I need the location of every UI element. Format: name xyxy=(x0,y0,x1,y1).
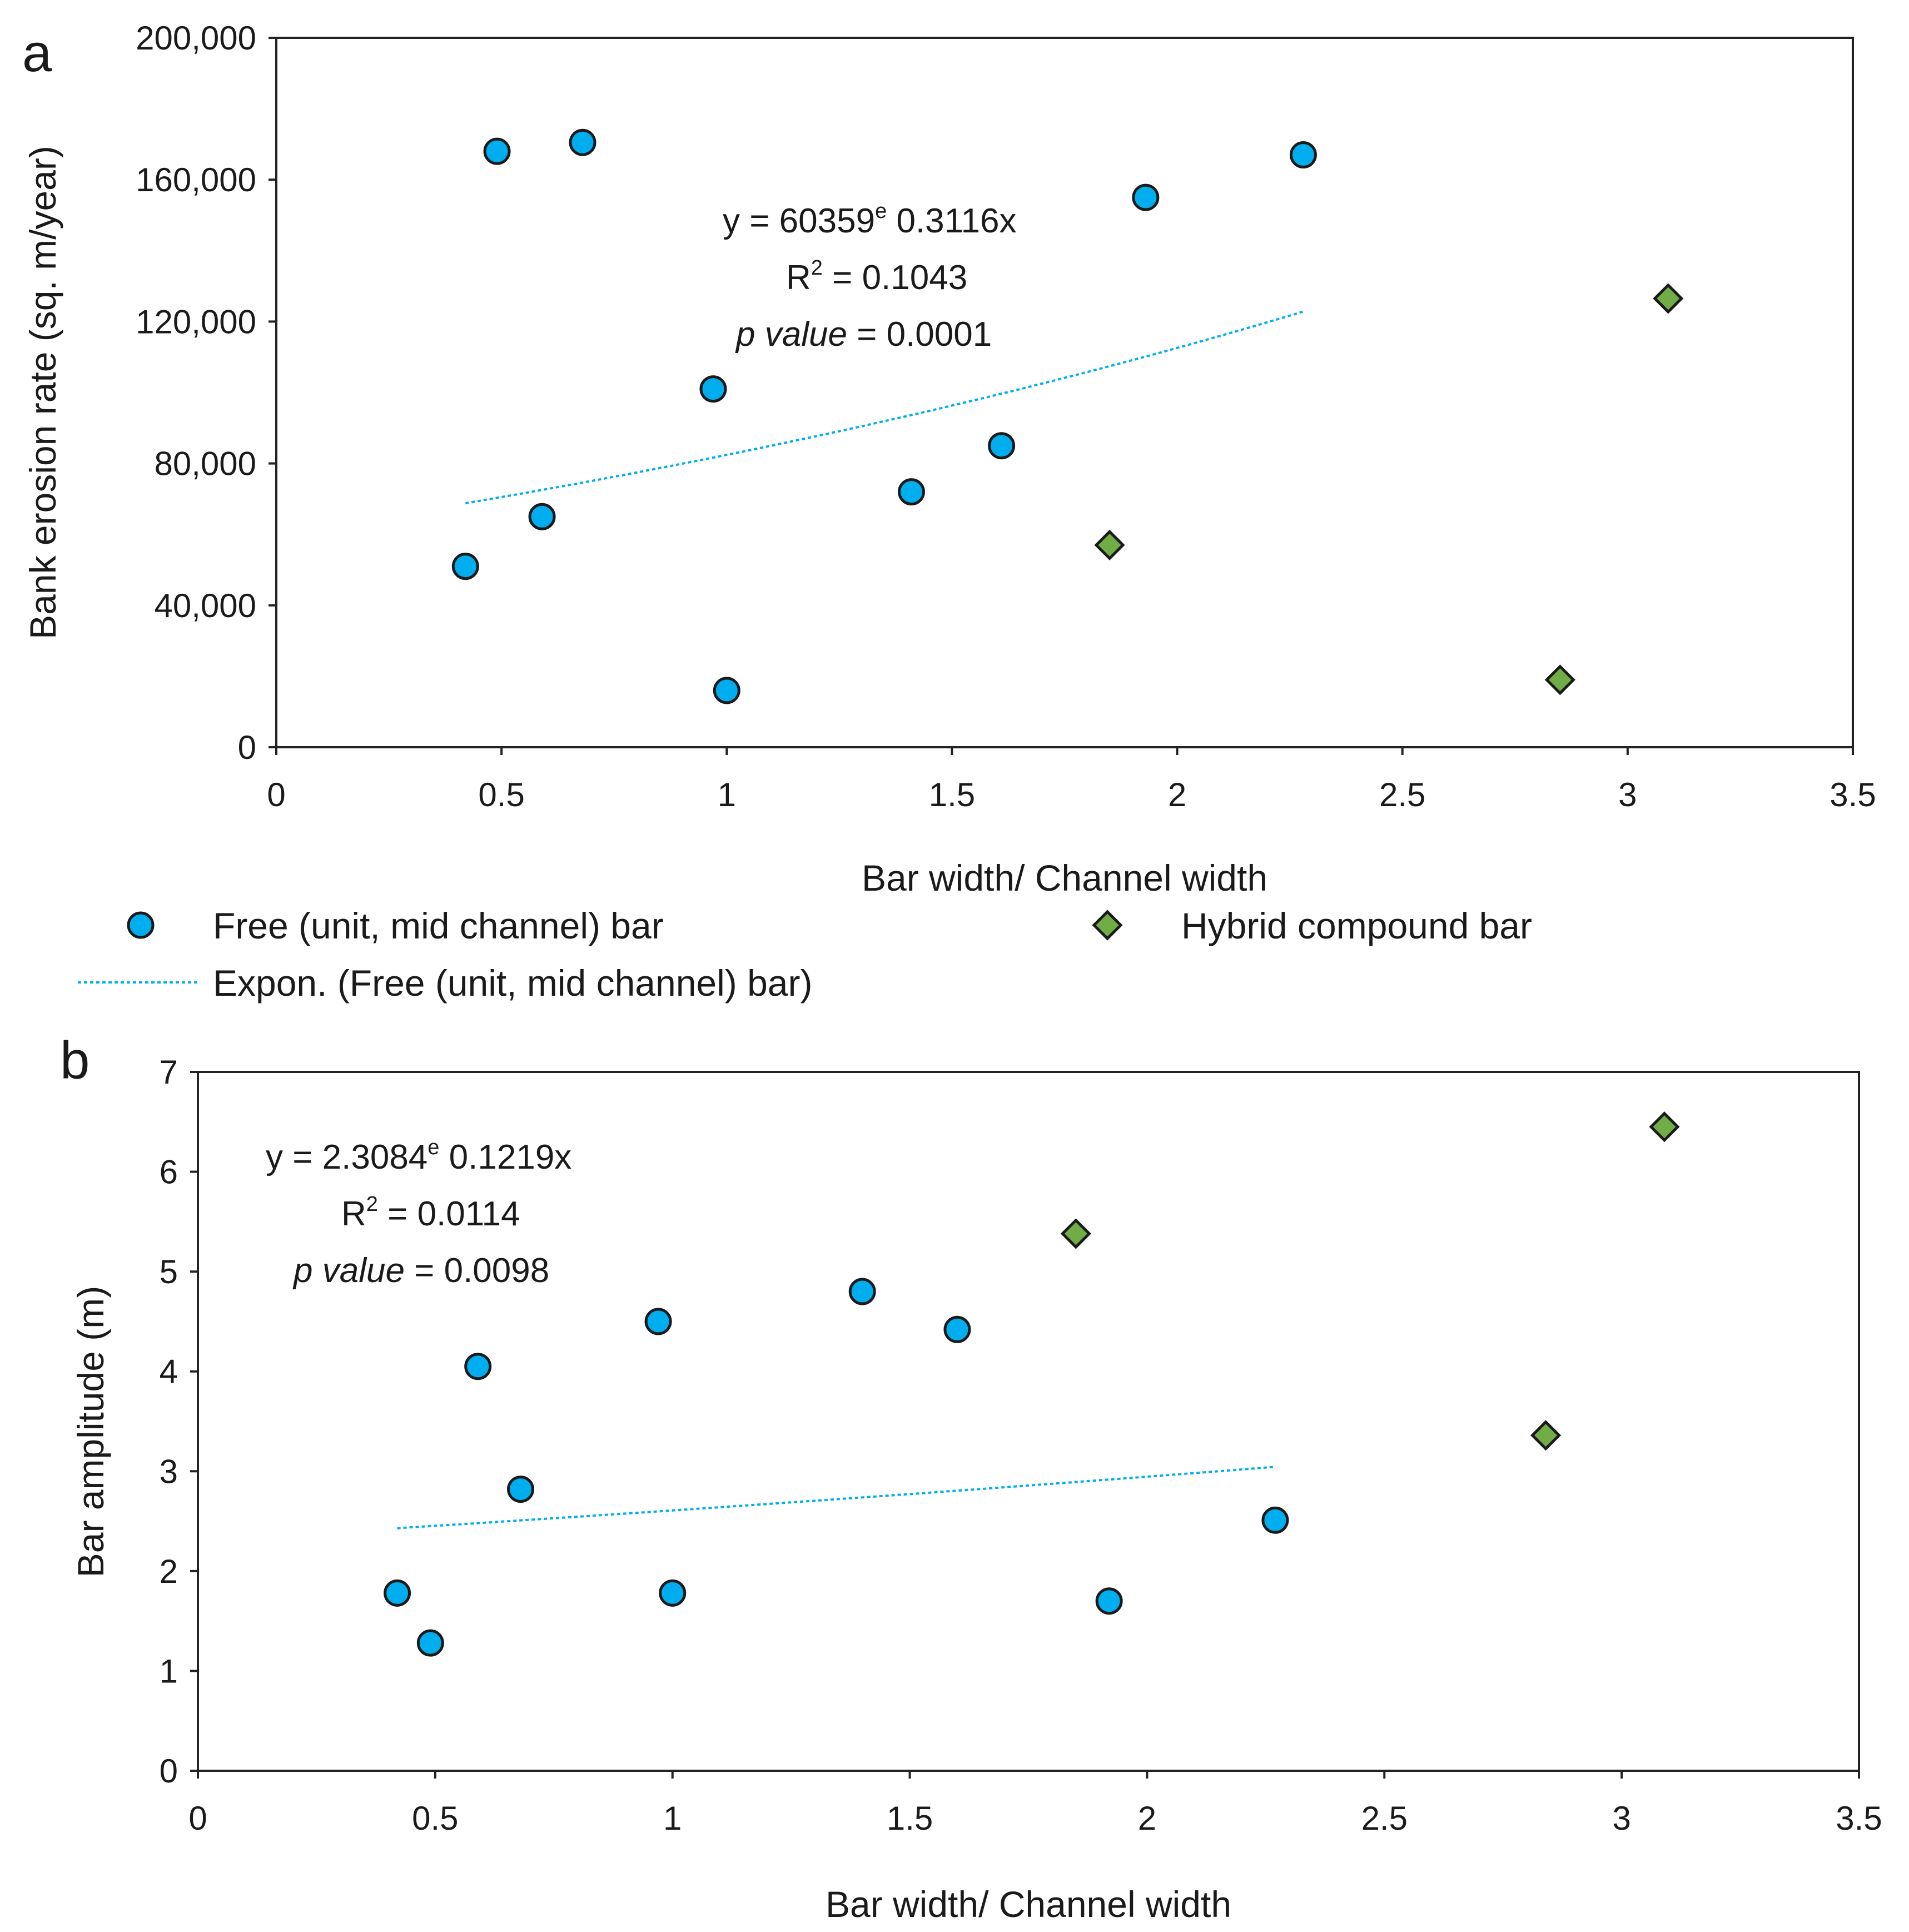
free-bar-point xyxy=(699,375,727,403)
legend-marker-hybrid-bar xyxy=(1092,910,1123,941)
x-tick-label: 0.5 xyxy=(478,776,524,813)
x-tick-label: 3.5 xyxy=(1836,1800,1882,1837)
free-bar-point xyxy=(483,137,511,165)
free-bar-point xyxy=(1095,1587,1123,1615)
free-bar-point xyxy=(528,503,556,530)
p-value-a: p value = 0.0001 xyxy=(735,315,992,354)
plot-area-b xyxy=(197,1071,1860,1772)
hybrid-bar-point xyxy=(1653,283,1684,314)
free-bar-point xyxy=(659,1579,687,1607)
r-squared-a: R2 = 0.1043 xyxy=(786,256,967,297)
trendline-path xyxy=(465,310,1304,505)
r-squared-b: R2 = 0.0114 xyxy=(341,1193,520,1233)
data-points-a xyxy=(451,128,1684,704)
hybrid-bar-point xyxy=(1060,1218,1091,1249)
axis-ticks-a: 0 0.5 1 1.5 2 2.5 3 3.5 0 40,000 80,000 120,000 160,… xyxy=(136,19,1876,813)
legend: Free (unit, mid channel) bar Hybrid comp… xyxy=(78,905,1532,1004)
x-tick-label: 3.5 xyxy=(1830,776,1876,813)
hybrid-bar-point xyxy=(1530,1420,1562,1451)
p-value-b: p value = 0.0098 xyxy=(292,1251,549,1290)
free-bar-point xyxy=(464,1353,492,1380)
free-bar-point xyxy=(384,1579,411,1607)
y-tick-label: 80,000 xyxy=(154,445,256,483)
free-bar-point xyxy=(1289,141,1317,169)
free-bar-point xyxy=(848,1278,876,1305)
free-bar-point xyxy=(898,478,926,506)
x-tick-label: 1.5 xyxy=(929,776,975,813)
y-tick-label: 7 xyxy=(160,1054,178,1091)
x-tick-label: 0.5 xyxy=(412,1800,458,1837)
y-tick-label: 0 xyxy=(238,729,256,766)
hybrid-bar-point xyxy=(1544,664,1575,696)
y-axis-label-a: Bank erosion rate (sq. m/year) xyxy=(22,146,63,639)
free-bar-point xyxy=(988,432,1016,460)
x-tick-label: 0 xyxy=(188,1800,207,1837)
x-tick-label: 1 xyxy=(718,776,736,813)
legend-label-free-bar: Free (unit, mid channel) bar xyxy=(213,905,664,946)
y-tick-label: 200,000 xyxy=(136,19,256,57)
free-bar-point xyxy=(451,553,479,580)
x-tick-label: 3 xyxy=(1618,776,1637,813)
legend-marker-free-bar xyxy=(127,911,155,939)
free-bar-point xyxy=(1261,1506,1289,1534)
legend-label-hybrid-bar: Hybrid compound bar xyxy=(1181,905,1532,946)
y-tick-label: 0 xyxy=(160,1752,178,1790)
y-axis-label-b: Bar amplitude (m) xyxy=(70,1286,111,1578)
panel-a: a 0 0.5 1 1.5 2 2.5 3 3.5 0 40,000 80,000 120,000 16… xyxy=(22,19,1876,898)
legend-label-trendline: Expon. (Free (unit, mid channel) bar) xyxy=(213,962,812,1004)
x-tick-label: 2.5 xyxy=(1361,1800,1408,1837)
x-tick-label: 2.5 xyxy=(1379,776,1425,813)
y-tick-label: 120,000 xyxy=(136,303,256,340)
y-tick-label: 160,000 xyxy=(136,161,256,198)
x-tick-label: 2 xyxy=(1138,1800,1156,1837)
x-tick-label: 2 xyxy=(1168,776,1186,813)
hybrid-bar-point xyxy=(1649,1111,1680,1143)
y-tick-label: 6 xyxy=(160,1154,178,1191)
free-bar-point xyxy=(416,1629,444,1657)
y-tick-label: 1 xyxy=(160,1652,178,1690)
y-tick-label: 4 xyxy=(160,1353,178,1390)
free-bar-point xyxy=(507,1476,535,1503)
free-bar-point xyxy=(644,1308,672,1335)
free-bar-point xyxy=(569,128,596,156)
trendline-a xyxy=(465,310,1304,505)
x-axis-label-a: Bar width/ Channel width xyxy=(862,857,1267,898)
y-tick-label: 2 xyxy=(160,1553,178,1590)
free-bar-point xyxy=(713,677,740,704)
x-axis-label-b: Bar width/ Channel width xyxy=(826,1884,1231,1925)
hybrid-bar-point xyxy=(1094,529,1125,560)
y-tick-label: 5 xyxy=(160,1253,178,1290)
panel-label-a: a xyxy=(22,23,52,83)
free-bar-point xyxy=(943,1315,971,1343)
data-points-b xyxy=(384,1111,1680,1657)
plot-area-a xyxy=(275,37,1854,748)
x-tick-label: 1 xyxy=(663,1800,682,1837)
free-bar-point xyxy=(1132,183,1160,211)
x-tick-label: 3 xyxy=(1612,1800,1630,1837)
equation-a: y = 60359e 0.3116x xyxy=(723,200,1016,240)
y-tick-label: 40,000 xyxy=(154,587,256,624)
x-tick-label: 0 xyxy=(267,776,285,813)
x-tick-label: 1.5 xyxy=(887,1800,933,1837)
axis-ticks-b: 0 0.5 1 1.5 2 2.5 3 3.5 0 1 2 3 4 5 6 7 xyxy=(160,1054,1882,1837)
equation-b: y = 2.3084e 0.1219x xyxy=(266,1136,571,1176)
panel-label-b: b xyxy=(60,1031,90,1090)
y-tick-label: 3 xyxy=(160,1453,178,1490)
panel-b: b 0 0.5 1 1.5 2 2.5 3 3.5 0 1 2 3 4 5 6 7 y = 2.3084e 0… xyxy=(60,1031,1882,1925)
